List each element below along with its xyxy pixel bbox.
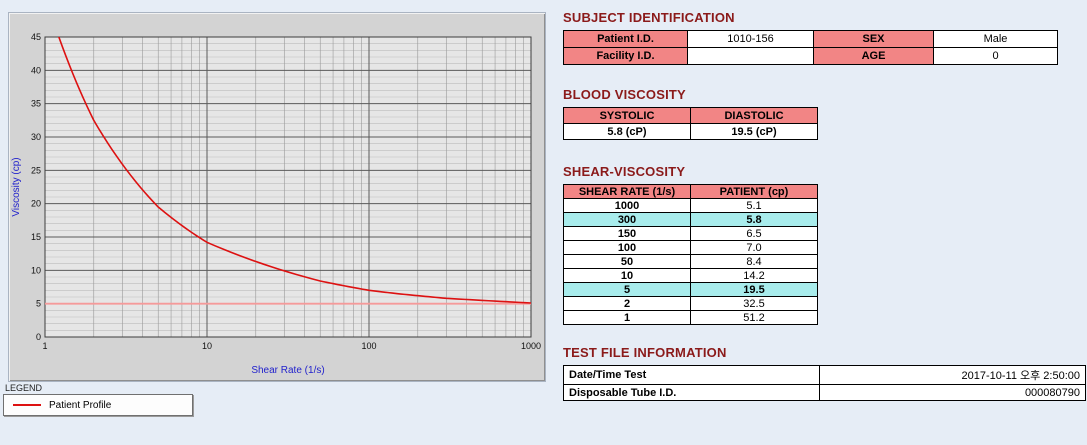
patient-cp-value: 19.5 <box>690 282 818 297</box>
facility-id-value <box>687 47 814 65</box>
shear-row: 100 7.0 <box>563 240 818 255</box>
results-panel: SUBJECT IDENTIFICATION Patient I.D. 1010… <box>563 10 1086 401</box>
facility-id-label: Facility I.D. <box>563 47 688 65</box>
patient-id-value: 1010-156 <box>687 30 814 48</box>
svg-text:30: 30 <box>31 132 41 142</box>
table-row: Disposable Tube I.D. 000080790 <box>563 384 1086 401</box>
shear-viscosity-title: SHEAR-VISCOSITY <box>563 164 686 179</box>
shear-row: 300 5.8 <box>563 212 818 227</box>
shear-viscosity-table: SHEAR RATE (1/s) PATIENT (cp) 1000 5.1 3… <box>563 184 818 325</box>
shear-row: 2 32.5 <box>563 296 818 311</box>
patient-cp-value: 6.5 <box>690 226 818 241</box>
age-label: AGE <box>813 47 934 65</box>
shear-rate-value: 100 <box>563 240 691 255</box>
svg-text:10: 10 <box>202 341 212 351</box>
subject-identification-title: SUBJECT IDENTIFICATION <box>563 10 735 25</box>
legend-series-label: Patient Profile <box>49 399 112 411</box>
viscosity-chart-panel: 0 5 10 15 20 25 30 35 40 45 1 10 100 1000 Shear Rate (… <box>8 12 546 382</box>
subject-identification-section: SUBJECT IDENTIFICATION Patient I.D. 1010… <box>563 10 1085 65</box>
shear-row: 1 51.2 <box>563 310 818 325</box>
blood-viscosity-section: BLOOD VISCOSITY SYSTOLIC DIASTOLIC 5.8 (… <box>563 87 1085 140</box>
viscosity-chart: 0 5 10 15 20 25 30 35 40 45 1 10 100 1000 Shear Rate (… <box>11 32 541 376</box>
legend-line-swatch <box>13 404 41 406</box>
table-row: Patient I.D. 1010-156 SEX Male <box>563 30 1058 48</box>
shear-viscosity-section: SHEAR-VISCOSITY SHEAR RATE (1/s) PATIENT… <box>563 164 1085 325</box>
patient-cp-value: 7.0 <box>690 240 818 255</box>
test-file-information-title: TEST FILE INFORMATION <box>563 345 727 360</box>
shear-rate-value: 150 <box>563 226 691 241</box>
sex-value: Male <box>933 30 1058 48</box>
shear-rate-value: 1000 <box>563 198 691 213</box>
patient-id-label: Patient I.D. <box>563 30 688 48</box>
shear-row: 150 6.5 <box>563 226 818 241</box>
diastolic-value: 19.5 (cP) <box>690 123 818 140</box>
shear-header-row: SHEAR RATE (1/s) PATIENT (cp) <box>563 184 818 199</box>
date-time-test-value: 2017-10-11 오후 2:50:00 <box>819 365 1086 385</box>
test-file-information-section: TEST FILE INFORMATION Date/Time Test 201… <box>563 345 1086 401</box>
legend-title: LEGEND <box>5 383 43 393</box>
svg-text:1: 1 <box>42 341 47 351</box>
svg-text:0: 0 <box>36 332 41 342</box>
blood-viscosity-table: SYSTOLIC DIASTOLIC 5.8 (cP) 19.5 (cP) <box>563 107 818 140</box>
shear-rate-value: 50 <box>563 254 691 269</box>
svg-text:10: 10 <box>31 265 41 275</box>
patient-cp-value: 5.1 <box>690 198 818 213</box>
shear-rate-value: 5 <box>563 282 691 297</box>
svg-text:15: 15 <box>31 232 41 242</box>
sex-label: SEX <box>813 30 934 48</box>
svg-text:20: 20 <box>31 199 41 209</box>
svg-text:Viscosity (cp): Viscosity (cp) <box>11 157 22 216</box>
age-value: 0 <box>933 47 1058 65</box>
svg-text:35: 35 <box>31 99 41 109</box>
blood-viscosity-title: BLOOD VISCOSITY <box>563 87 686 102</box>
patient-cp-value: 8.4 <box>690 254 818 269</box>
systolic-header: SYSTOLIC <box>563 107 691 124</box>
svg-text:45: 45 <box>31 32 41 42</box>
disposable-tube-id-label: Disposable Tube I.D. <box>563 384 820 401</box>
shear-row: 1000 5.1 <box>563 198 818 213</box>
shear-rate-value: 1 <box>563 310 691 325</box>
patient-cp-value: 32.5 <box>690 296 818 311</box>
table-row: SYSTOLIC DIASTOLIC <box>563 107 818 124</box>
shear-row: 10 14.2 <box>563 268 818 283</box>
svg-text:100: 100 <box>361 341 376 351</box>
shear-rate-header: SHEAR RATE (1/s) <box>563 184 691 199</box>
patient-cp-value: 14.2 <box>690 268 818 283</box>
shear-row: 5 19.5 <box>563 282 818 297</box>
disposable-tube-id-value: 000080790 <box>819 384 1086 401</box>
table-row: 5.8 (cP) 19.5 (cP) <box>563 123 818 140</box>
patient-cp-value: 51.2 <box>690 310 818 325</box>
svg-text:1000: 1000 <box>521 341 541 351</box>
shear-rate-value: 2 <box>563 296 691 311</box>
svg-text:40: 40 <box>31 65 41 75</box>
patient-cp-header: PATIENT (cp) <box>690 184 818 199</box>
diastolic-header: DIASTOLIC <box>690 107 818 124</box>
table-row: Date/Time Test 2017-10-11 오후 2:50:00 <box>563 365 1086 385</box>
legend-box: Patient Profile <box>3 394 193 416</box>
test-file-information-table: Date/Time Test 2017-10-11 오후 2:50:00 Dis… <box>563 365 1086 401</box>
systolic-value: 5.8 (cP) <box>563 123 691 140</box>
subject-identification-table: Patient I.D. 1010-156 SEX Male Facility … <box>563 30 1058 65</box>
shear-rate-value: 10 <box>563 268 691 283</box>
table-row: Facility I.D. AGE 0 <box>563 47 1058 65</box>
svg-text:25: 25 <box>31 165 41 175</box>
svg-text:Shear Rate (1/s): Shear Rate (1/s) <box>251 365 324 376</box>
chart-legend: LEGEND Patient Profile <box>3 383 193 416</box>
patient-cp-value: 5.8 <box>690 212 818 227</box>
date-time-test-label: Date/Time Test <box>563 365 820 385</box>
shear-rate-value: 300 <box>563 212 691 227</box>
shear-row: 50 8.4 <box>563 254 818 269</box>
svg-text:5: 5 <box>36 299 41 309</box>
